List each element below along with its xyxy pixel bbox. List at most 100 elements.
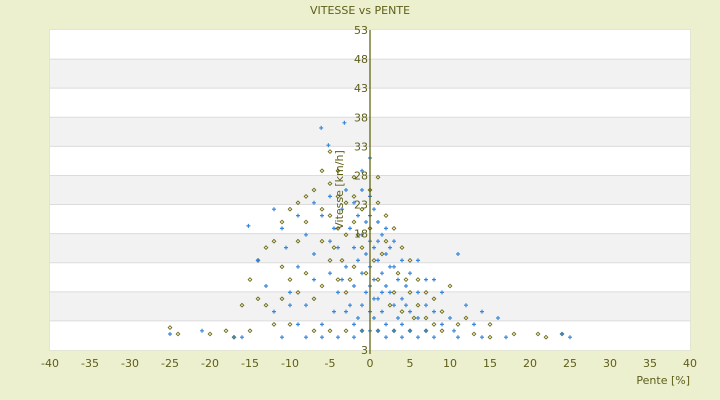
x-tick-label: 20	[523, 357, 537, 370]
data-point-plus	[416, 290, 420, 295]
data-point-diamond	[263, 302, 269, 308]
data-point-diamond	[403, 277, 409, 283]
data-point-plus	[280, 226, 284, 231]
data-point-plus	[560, 332, 564, 336]
data-point-plus	[304, 232, 308, 237]
data-point-plus	[320, 213, 324, 218]
data-point-diamond	[399, 309, 405, 315]
data-point-diamond	[359, 245, 365, 251]
data-point-plus	[352, 322, 356, 327]
data-point-plus	[404, 303, 408, 308]
data-point-plus	[364, 290, 368, 295]
data-point-diamond	[247, 277, 253, 283]
data-point-plus	[232, 335, 236, 340]
data-point-plus	[376, 328, 380, 333]
data-point-plus	[240, 335, 244, 340]
data-point-plus	[504, 335, 508, 340]
x-tick-label: -35	[81, 357, 99, 370]
data-point-plus	[360, 232, 364, 237]
data-point-plus	[396, 277, 400, 282]
data-point-plus	[380, 271, 384, 276]
data-point-diamond	[335, 193, 341, 199]
data-point-diamond	[439, 309, 445, 315]
data-point-diamond	[295, 289, 301, 295]
data-point-diamond	[311, 187, 317, 193]
data-point-plus	[356, 258, 360, 263]
data-point-plus	[416, 258, 420, 263]
data-point-diamond	[423, 289, 429, 295]
data-point-plus	[364, 252, 368, 256]
data-point-plus	[328, 239, 332, 244]
data-point-diamond	[247, 328, 253, 334]
data-point-plus	[380, 232, 384, 237]
data-point-plus	[452, 328, 456, 333]
data-point-plus	[288, 303, 292, 308]
data-point-plus	[272, 309, 276, 314]
data-point-diamond	[431, 296, 437, 302]
data-point-plus	[380, 309, 384, 314]
data-point-diamond	[347, 277, 353, 283]
x-tick-label: -15	[241, 357, 259, 370]
data-point-plus	[326, 143, 331, 148]
data-point-diamond	[319, 206, 325, 212]
data-point-plus	[424, 277, 428, 282]
data-point-plus	[400, 322, 404, 327]
data-point-plus	[328, 194, 332, 199]
data-point-diamond	[335, 277, 341, 283]
data-point-plus	[404, 284, 408, 288]
data-point-diamond	[543, 334, 549, 340]
data-point-plus	[360, 168, 364, 173]
data-point-diamond	[295, 238, 301, 244]
data-point-plus	[480, 309, 484, 314]
data-point-diamond	[239, 302, 245, 308]
data-point-plus	[168, 332, 172, 336]
x-tick-label: -25	[161, 357, 179, 370]
x-tick-label: 5	[407, 357, 414, 370]
data-point-plus	[568, 335, 572, 340]
data-point-diamond	[387, 302, 393, 308]
data-point-plus	[456, 252, 460, 256]
data-point-plus	[344, 264, 348, 269]
data-point-plus	[376, 220, 380, 224]
data-point-plus	[448, 316, 452, 320]
data-point-plus	[496, 316, 500, 320]
data-point-diamond	[295, 200, 301, 206]
data-point-diamond	[407, 289, 413, 295]
data-point-diamond	[375, 277, 381, 283]
data-point-diamond	[351, 193, 357, 199]
data-point-plus	[408, 271, 412, 276]
data-point-plus	[364, 220, 368, 224]
data-point-diamond	[287, 206, 293, 212]
data-point-plus	[416, 316, 420, 320]
data-point-plus	[340, 207, 344, 212]
data-point-diamond	[335, 168, 341, 174]
data-point-plus	[360, 271, 364, 276]
data-point-plus	[408, 309, 412, 314]
data-point-plus	[372, 245, 376, 250]
data-point-plus	[320, 335, 324, 340]
data-point-plus	[348, 226, 352, 231]
data-point-diamond	[463, 315, 469, 321]
data-point-plus	[304, 303, 308, 308]
x-tick-label: 35	[643, 357, 657, 370]
data-point-diamond	[331, 245, 337, 251]
data-point-diamond	[391, 225, 397, 231]
data-point-diamond	[511, 331, 517, 337]
y-tick-label: 38	[354, 111, 368, 124]
data-point-diamond	[343, 328, 349, 334]
data-point-diamond	[351, 219, 357, 225]
data-point-plus	[396, 316, 400, 320]
x-tick-label: -20	[201, 357, 219, 370]
data-point-plus	[432, 277, 436, 282]
data-point-plus	[288, 290, 292, 295]
data-point-plus	[284, 245, 288, 250]
x-tick-label: 25	[563, 357, 577, 370]
data-point-plus	[384, 335, 388, 340]
data-point-plus	[384, 322, 388, 327]
data-point-plus	[264, 284, 268, 288]
data-point-plus	[360, 328, 364, 333]
data-point-plus	[400, 335, 404, 340]
data-point-diamond	[311, 328, 317, 334]
data-point-diamond	[447, 283, 453, 289]
data-point-plus	[296, 213, 300, 218]
